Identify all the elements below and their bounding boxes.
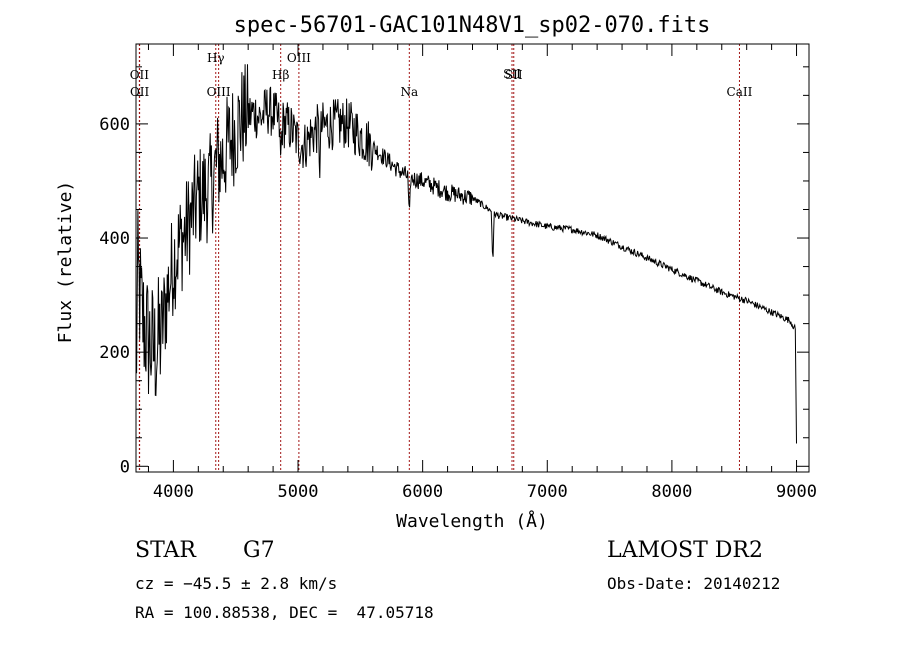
spectrum-line [135,64,797,444]
object-subclass: G7 [243,538,275,563]
line-marker-label: OII [130,85,150,99]
line-marker-label: Na [400,85,418,99]
line-marker-label: SII [505,68,523,82]
coordinates-readout: RA = 100.88538, DEC = 47.05718 [135,603,434,622]
axis-ticks: 4000 5000 6000 7000 8000 9000 0 200 400 600 [99,44,817,502]
line-marker-label: SII [503,67,521,81]
y-tick-label: 200 [99,343,130,363]
x-tick-label: 9000 [776,482,817,502]
line-marker-label: Hβ [272,68,289,82]
x-tick-label: 6000 [402,482,443,502]
x-axis-label: Wavelength (Å) [396,510,548,532]
spectrum-series [135,64,797,444]
x-tick-label: 4000 [153,482,194,502]
velocity-readout: cz = −45.5 ± 2.8 km/s [135,574,338,593]
line-marker-label: OIII [207,85,231,99]
x-tick-label: 7000 [527,482,568,502]
line-marker-label: Hγ [207,51,225,65]
line-marker-label: OIII [287,51,311,65]
line-marker-label: CaII [727,85,753,99]
x-tick-label: 5000 [278,482,319,502]
chart-title: spec-56701-GAC101N48V1_sp02-070.fits [234,13,711,38]
survey-name: LAMOST DR2 [607,538,763,563]
observation-date: Obs-Date: 20140212 [607,574,781,593]
x-tick-label: 8000 [651,482,692,502]
object-type: STAR [135,538,196,563]
y-tick-label: 600 [99,115,130,135]
plot-frame [135,43,810,473]
y-tick-label: 400 [99,229,130,249]
y-tick-label: 0 [120,457,130,477]
line-marker-label: OII [130,68,150,82]
y-axis-label: Flux (relative) [55,181,76,344]
